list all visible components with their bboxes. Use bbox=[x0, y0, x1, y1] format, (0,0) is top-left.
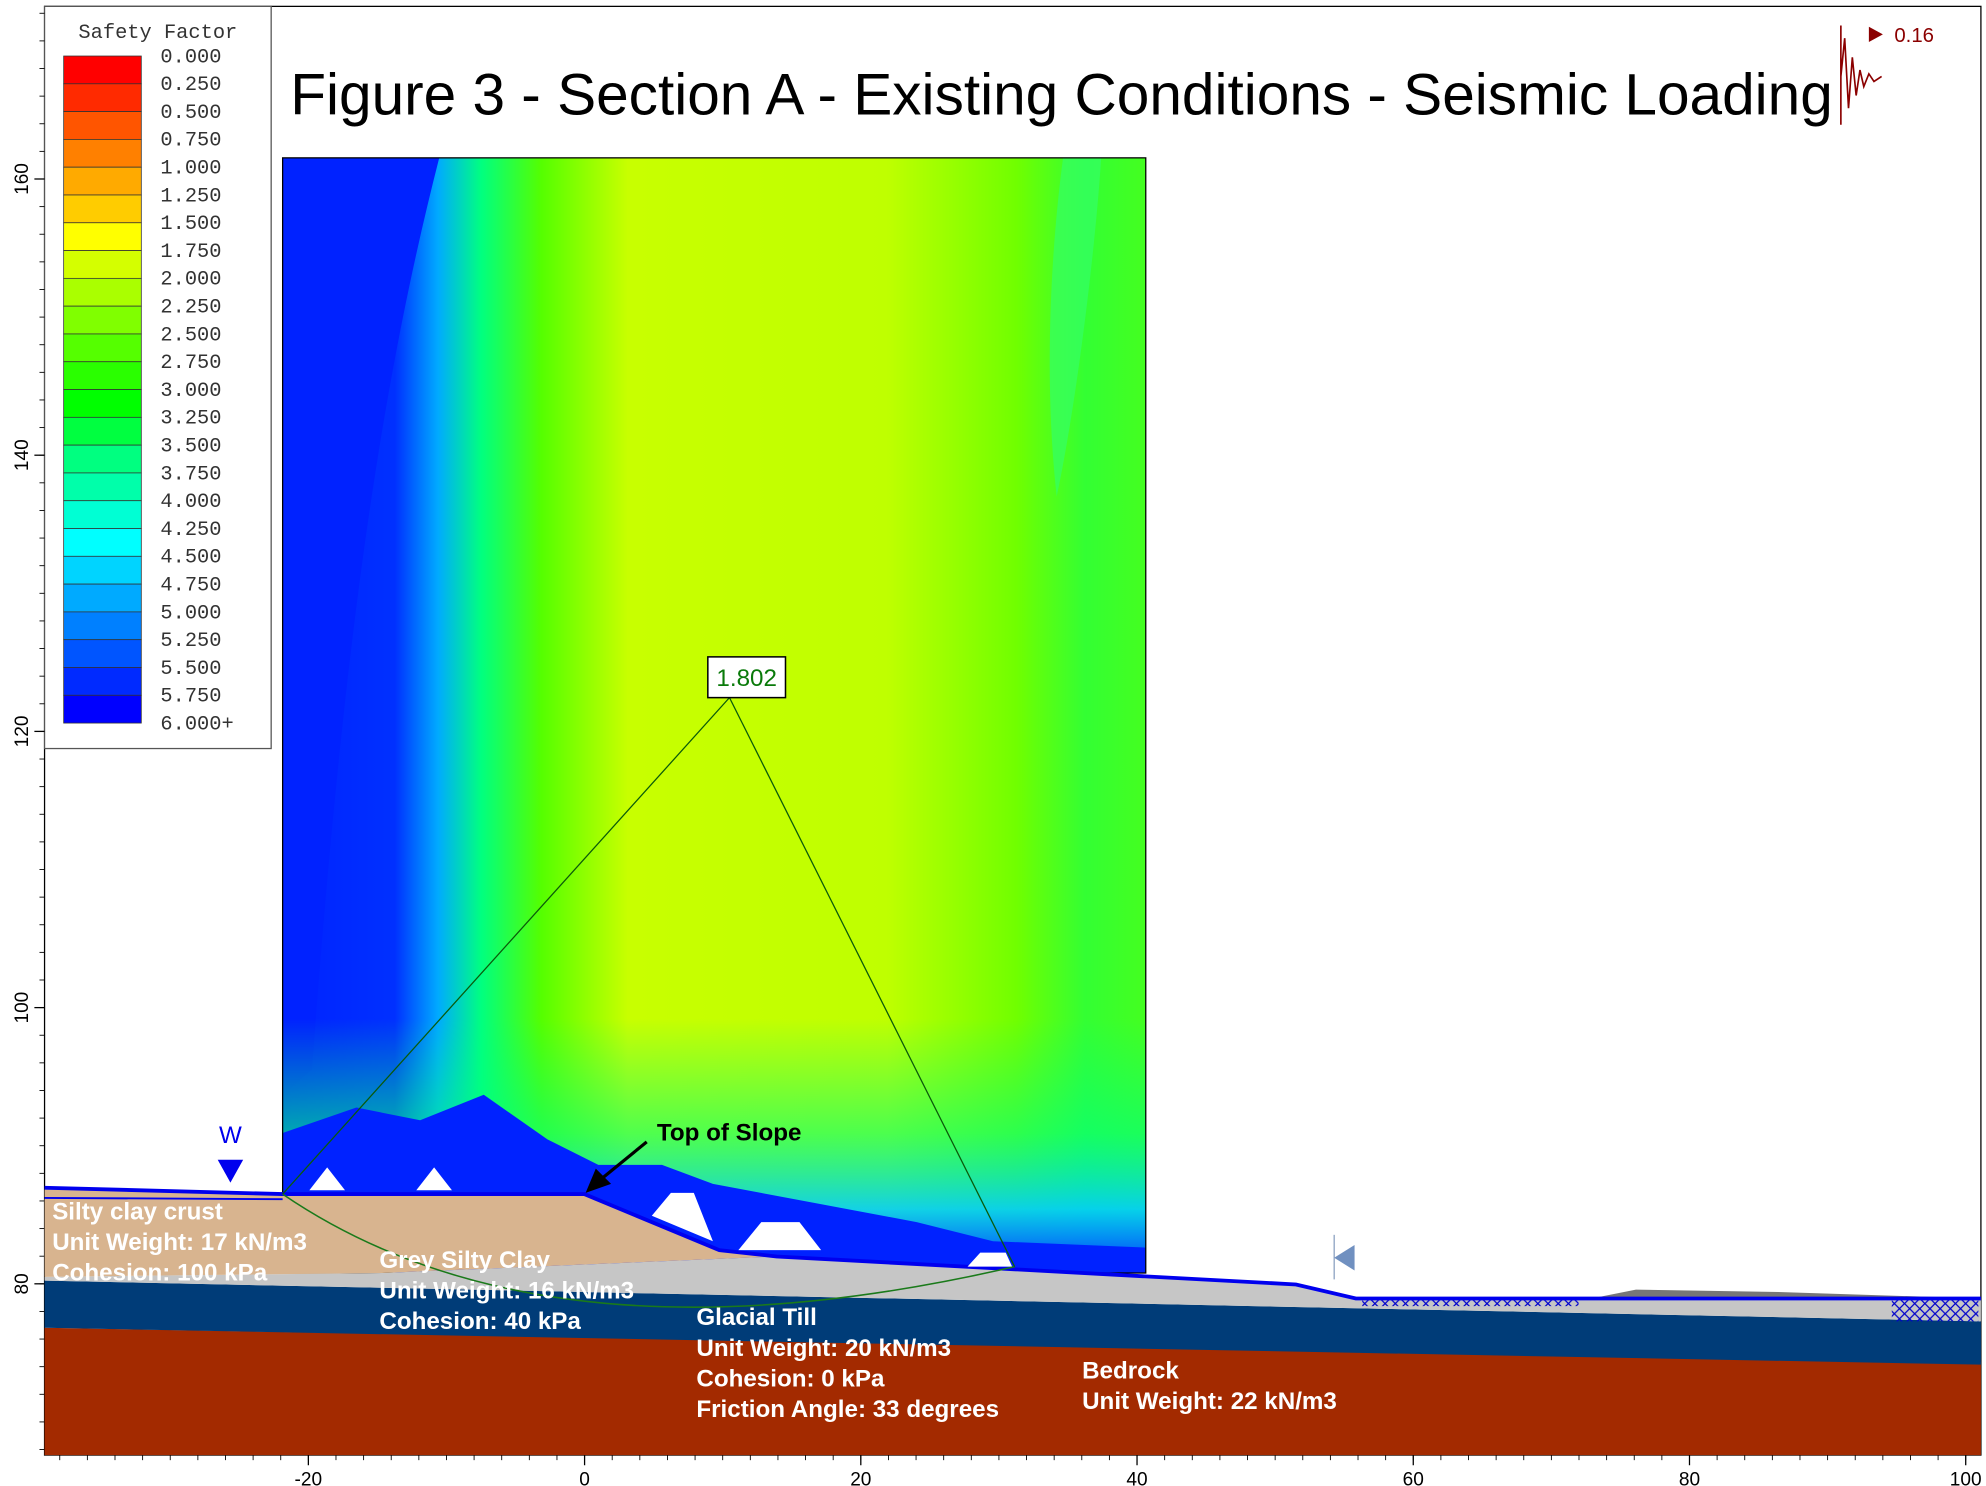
material-property: Cohesion: 0 kPa bbox=[696, 1365, 885, 1392]
legend-swatch bbox=[64, 417, 142, 445]
legend-swatch bbox=[64, 362, 142, 390]
y-tick-label: 140 bbox=[12, 439, 33, 471]
water-table-label: W bbox=[219, 1122, 242, 1149]
legend-swatch bbox=[64, 501, 142, 529]
legend-swatch bbox=[64, 695, 142, 723]
legend-label: 2.250 bbox=[160, 297, 221, 320]
material-property: Unit Weight: 22 kN/m3 bbox=[1082, 1388, 1337, 1415]
legend-label: 2.500 bbox=[160, 324, 221, 347]
title: Figure 3 - Section A - Existing Conditio… bbox=[290, 63, 1833, 128]
legend-label: 3.250 bbox=[160, 408, 221, 431]
x-tick-label: 80 bbox=[1679, 1470, 1700, 1486]
legend-label: 4.750 bbox=[160, 574, 221, 597]
figure: 1.802 Top of Slope W Figure 3 - Section … bbox=[0, 0, 1986, 1486]
legend-swatch bbox=[64, 584, 142, 612]
legend-label: 3.500 bbox=[160, 435, 221, 458]
material-name: Bedrock bbox=[1082, 1358, 1179, 1385]
top-of-slope-label: Top of Slope bbox=[657, 1120, 802, 1147]
legend-label: 0.000 bbox=[160, 46, 221, 69]
hatched-zone bbox=[1892, 1298, 1979, 1321]
material-property: Unit Weight: 17 kN/m3 bbox=[52, 1229, 307, 1256]
legend-swatch bbox=[64, 56, 142, 84]
page: { "title": "Figure 3 - Section A - Exist… bbox=[0, 0, 1986, 1486]
x-tick-label: -20 bbox=[295, 1470, 323, 1486]
legend-swatch bbox=[64, 473, 142, 501]
legend-swatch bbox=[64, 167, 142, 195]
legend-label: 0.750 bbox=[160, 130, 221, 153]
y-tick-label: 100 bbox=[12, 992, 33, 1024]
material-name: Glacial Till bbox=[696, 1304, 816, 1331]
critical-factor: 1.802 bbox=[716, 665, 777, 692]
legend-swatch bbox=[64, 556, 142, 584]
y-tick-label: 80 bbox=[12, 1273, 33, 1294]
legend-swatch bbox=[64, 112, 142, 140]
legend-label: 1.250 bbox=[160, 185, 221, 208]
legend-swatch bbox=[64, 640, 142, 668]
legend-label: 2.750 bbox=[160, 352, 221, 375]
legend-label: 5.500 bbox=[160, 658, 221, 681]
legend-swatch bbox=[64, 139, 142, 167]
legend-swatch bbox=[64, 251, 142, 279]
seismic-load: 0.16 bbox=[1894, 25, 1934, 47]
y-tick-label: 120 bbox=[12, 715, 33, 747]
material-property: Cohesion: 40 kPa bbox=[379, 1308, 581, 1335]
legend-title: Safety Factor bbox=[78, 22, 237, 45]
legend-swatch bbox=[64, 445, 142, 473]
x-tick-label: 100 bbox=[1950, 1470, 1982, 1486]
y-tick-label: 160 bbox=[12, 163, 33, 195]
material-name: Silty clay crust bbox=[52, 1199, 223, 1226]
material-property: Friction Angle: 33 degrees bbox=[696, 1396, 999, 1423]
x-tick-label: 40 bbox=[1126, 1470, 1147, 1486]
legend: Safety Factor 0.000 0.250 0.500 0.750 1.000 1… bbox=[45, 6, 272, 748]
legend-label: 4.250 bbox=[160, 519, 221, 542]
legend-swatch bbox=[64, 84, 142, 112]
legend-label: 1.750 bbox=[160, 241, 221, 264]
legend-label: 1.500 bbox=[160, 213, 221, 236]
legend-swatch bbox=[64, 612, 142, 640]
legend-swatch bbox=[64, 529, 142, 557]
legend-label: 1.000 bbox=[160, 158, 221, 181]
legend-swatch bbox=[64, 390, 142, 418]
legend-label: 0.500 bbox=[160, 102, 221, 125]
legend-label: 5.250 bbox=[160, 630, 221, 653]
legend-label: 5.000 bbox=[160, 602, 221, 625]
legend-swatch bbox=[64, 195, 142, 223]
x-tick-label: 60 bbox=[1403, 1470, 1424, 1486]
x-tick-label: 0 bbox=[579, 1470, 590, 1486]
material-name: Grey Silty Clay bbox=[379, 1247, 550, 1274]
legend-swatch bbox=[64, 278, 142, 306]
material-property: Unit Weight: 16 kN/m3 bbox=[379, 1277, 634, 1304]
legend-label: 3.000 bbox=[160, 380, 221, 403]
x-tick-label: 20 bbox=[850, 1470, 871, 1486]
legend-label: 5.750 bbox=[160, 686, 221, 709]
legend-swatch bbox=[64, 306, 142, 334]
legend-label: 2.000 bbox=[160, 269, 221, 292]
legend-label: 4.000 bbox=[160, 491, 221, 514]
legend-swatch bbox=[64, 667, 142, 695]
legend-label: 6.000+ bbox=[160, 713, 233, 736]
legend-swatch bbox=[64, 223, 142, 251]
legend-swatch bbox=[64, 334, 142, 362]
legend-label: 3.750 bbox=[160, 463, 221, 486]
material-property: Cohesion: 100 kPa bbox=[52, 1260, 267, 1287]
material-property: Unit Weight: 20 kN/m3 bbox=[696, 1335, 951, 1362]
legend-label: 0.250 bbox=[160, 74, 221, 97]
legend-label: 4.500 bbox=[160, 547, 221, 570]
